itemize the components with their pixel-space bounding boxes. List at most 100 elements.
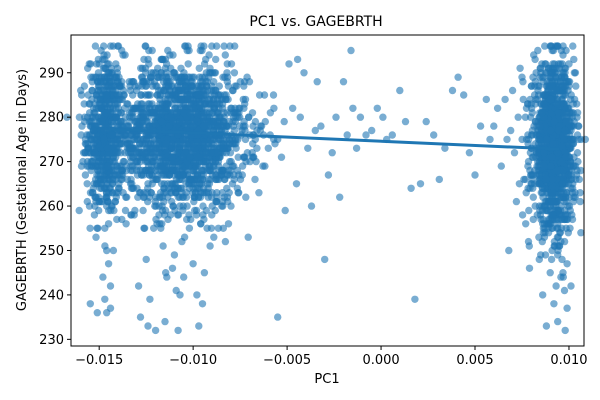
data-point [141,140,150,148]
data-point [435,175,443,184]
data-point [554,317,562,326]
data-point [550,242,558,250]
data-point [181,42,189,50]
data-point [304,144,312,152]
data-point [180,273,188,281]
data-point [343,131,351,139]
data-point [204,100,213,108]
data-point [152,175,161,184]
data-point [120,91,128,99]
data-point [569,42,577,50]
data-point [229,113,238,121]
data-point [173,109,181,117]
data-point [531,202,539,210]
x-axis: −0.015 −0.010 −0.005 0.000 0.005 0.010 [75,346,588,368]
data-point [63,113,71,121]
data-point [100,126,109,135]
data-point [158,202,166,210]
data-point [362,131,370,139]
data-point [100,51,108,59]
data-point [261,117,269,126]
data-point [179,135,187,144]
data-point [178,153,186,161]
data-point [174,326,182,335]
data-point [339,78,348,86]
data-point [226,140,234,148]
data-point [546,95,555,104]
data-point [159,242,167,250]
data-point [548,175,557,184]
data-point [103,95,111,104]
data-point [200,42,208,50]
data-point [501,95,509,104]
data-point [546,269,554,277]
data-point [514,113,522,121]
data-point [130,211,138,219]
data-point [90,211,99,219]
data-point [160,171,168,179]
data-point [349,104,357,113]
data-point [253,144,261,152]
data-point [195,64,203,73]
data-point [111,197,119,206]
data-point [558,255,566,264]
data-point [546,126,555,135]
data-point [169,82,177,90]
data-point [522,189,530,197]
data-point [120,157,128,166]
data-point [185,224,194,232]
data-point [317,122,325,130]
data-point [124,100,132,108]
data-point [113,100,122,108]
data-point [162,140,170,148]
data-point [189,260,197,268]
data-point [77,91,86,99]
data-point [218,166,227,175]
data-point [554,109,563,117]
data-point [575,122,583,130]
data-point [255,91,264,99]
x-tick-label: 0.005 [456,353,493,368]
data-point [179,202,187,210]
data-point [103,162,112,170]
data-point [192,162,201,170]
data-point [281,206,289,215]
data-point [561,326,569,335]
data-point [160,184,168,192]
data-point [218,202,226,210]
data-point [411,295,419,303]
data-point [163,73,171,81]
data-point [161,211,169,219]
data-point [277,153,286,161]
data-point [180,233,189,241]
data-point [116,140,124,148]
data-point [539,78,547,86]
data-point [505,246,513,255]
chart-title: PC1 vs. GAGEBRTH [249,14,382,30]
data-point [460,91,468,99]
data-point [112,149,121,157]
data-point [226,42,234,50]
data-point [184,95,192,104]
data-point [212,42,221,50]
data-point [77,131,85,139]
data-point [454,73,462,81]
data-point [129,91,137,99]
data-point [570,55,578,64]
data-point [560,286,569,295]
data-point [256,122,265,130]
data-point [529,193,537,201]
data-point [332,113,340,121]
data-point [200,269,209,277]
data-point [521,175,530,184]
data-point [167,95,175,104]
y-tick-label: 270 [39,155,64,170]
data-point [562,117,571,126]
data-point [198,104,206,113]
data-point [168,153,176,161]
data-point [565,109,574,117]
data-point [373,104,381,113]
data-point [244,233,252,241]
data-point [121,51,129,59]
data-point [234,153,242,161]
